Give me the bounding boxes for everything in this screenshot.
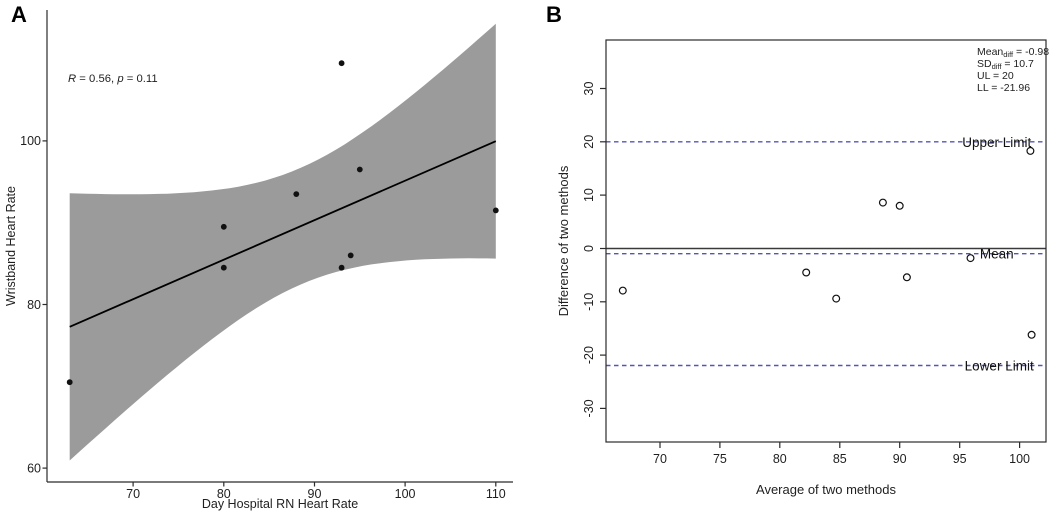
correlation-annotation: R = 0.56, p = 0.11 xyxy=(68,73,158,85)
y-axis-title: Wristband Heart Rate xyxy=(4,186,18,306)
data-point xyxy=(966,254,975,263)
x-tick-label: 110 xyxy=(486,487,506,501)
data-point xyxy=(356,166,363,173)
data-point xyxy=(338,264,345,271)
data-point xyxy=(895,201,904,210)
y-tick-label: 10 xyxy=(582,188,596,202)
data-point xyxy=(878,198,887,207)
confidence-band xyxy=(69,23,496,461)
x-tick-label: 95 xyxy=(953,452,967,466)
y-tick-label: 80 xyxy=(27,298,41,312)
y-axis-title: Difference of two methods xyxy=(556,165,571,316)
scatter-regression-chart: 70 80 90 100 110 60 80 100 Day Hospital RN Heart… xyxy=(4,10,513,511)
data-point xyxy=(492,207,499,214)
y-tick-label: -10 xyxy=(582,293,596,311)
y-tick-label: 100 xyxy=(20,134,41,148)
panel-a-label: A xyxy=(11,2,27,27)
y-tick-label: 30 xyxy=(582,82,596,96)
stats-line: Meandiff = -0.98 xyxy=(977,46,1049,59)
data-point xyxy=(220,264,227,271)
data-point xyxy=(902,273,911,282)
y-tick-label: 0 xyxy=(582,245,596,252)
data-point xyxy=(347,252,354,259)
data-point xyxy=(1026,146,1035,155)
limit-line-label: Upper Limit xyxy=(962,135,1031,150)
regression-line xyxy=(69,140,497,328)
data-point xyxy=(66,379,73,386)
x-tick-label: 70 xyxy=(653,452,667,466)
data-point xyxy=(1027,330,1036,339)
y-tick-label: 20 xyxy=(582,135,596,149)
x-tick-label: 80 xyxy=(773,452,787,466)
y-tick-label: 60 xyxy=(27,461,41,475)
stats-line: LL = -21.96 xyxy=(977,82,1030,94)
x-tick-label: 90 xyxy=(893,452,907,466)
data-point xyxy=(802,268,811,277)
y-tick-label: -20 xyxy=(582,346,596,364)
bland-altman-chart: 70 75 80 85 90 95 100 -30 -20 -10 0 10 20 30 Average o… xyxy=(556,39,1049,497)
y-tick-label: -30 xyxy=(582,399,596,417)
x-tick-label: 75 xyxy=(713,452,727,466)
x-tick-label: 90 xyxy=(308,487,322,501)
x-axis-title: Average of two methods xyxy=(756,482,896,497)
stats-line: UL = 20 xyxy=(977,70,1014,82)
limit-line-label: Lower Limit xyxy=(965,359,1034,374)
data-point xyxy=(220,223,227,230)
x-axis-title: Day Hospital RN Heart Rate xyxy=(202,497,358,511)
panel-b-label: B xyxy=(546,2,562,27)
data-point xyxy=(293,191,300,198)
x-tick-label: 100 xyxy=(395,487,416,501)
data-point xyxy=(618,286,627,295)
x-tick-label: 80 xyxy=(217,487,231,501)
plot-frame xyxy=(605,39,1047,443)
stats-line: SDdiff = 10.7 xyxy=(977,58,1034,71)
data-point xyxy=(832,294,841,303)
data-point xyxy=(338,60,345,67)
limit-line-label: Mean xyxy=(980,247,1014,262)
x-tick-label: 70 xyxy=(126,487,140,501)
x-tick-label: 85 xyxy=(833,452,847,466)
x-tick-label: 100 xyxy=(1009,452,1030,466)
